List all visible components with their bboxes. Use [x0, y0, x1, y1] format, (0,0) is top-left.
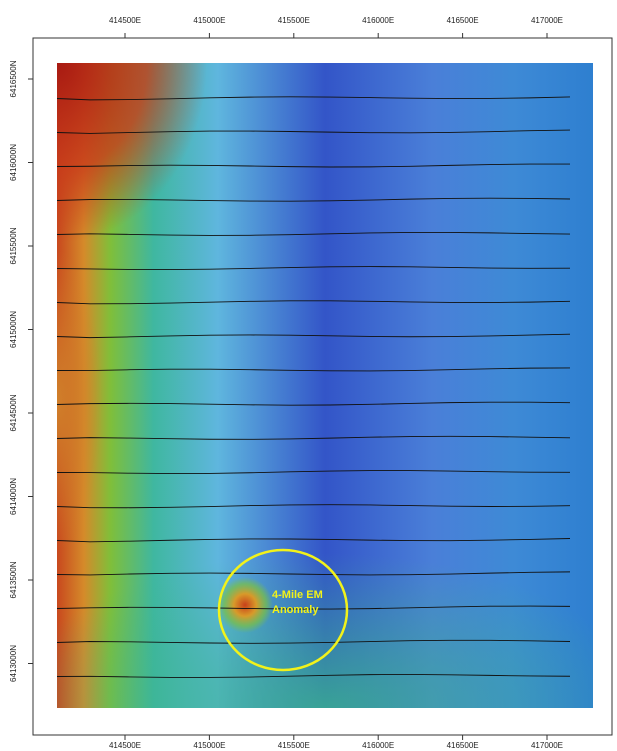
- easting-label: 416500E: [447, 741, 479, 750]
- flight-line: [56, 639, 571, 644]
- coordinate-ticks: 414500E 414500E 415000E 415000E 415500E 41550…: [9, 16, 563, 750]
- annotation: 4-Mile EM: [272, 589, 323, 601]
- flight-line: [56, 571, 571, 576]
- easting-label: 415500E: [278, 741, 310, 750]
- flight-line: [56, 435, 571, 440]
- map-frame: [32, 37, 613, 736]
- easting-label: 417000E: [531, 16, 563, 25]
- flight-line: [56, 605, 571, 610]
- flight-line: [56, 197, 571, 202]
- flight-line: [56, 538, 571, 543]
- northing-label: 6416000N: [9, 144, 18, 181]
- northing-label: 6414000N: [9, 478, 18, 515]
- easting-label: 416500E: [447, 16, 479, 25]
- flight-line: [56, 231, 571, 236]
- easting-label: 414500E: [109, 741, 141, 750]
- northing-label: 6416500N: [9, 60, 18, 97]
- flight-line: [56, 504, 571, 509]
- flight-line: [56, 401, 571, 406]
- flight-line: [56, 163, 570, 168]
- flight-line: [56, 367, 571, 372]
- northing-label: 6413500N: [9, 561, 18, 598]
- easting-label: 416000E: [362, 741, 394, 750]
- northing-label: 6414500N: [9, 394, 18, 431]
- flight-line: [56, 266, 571, 271]
- easting-label: 415000E: [193, 16, 225, 25]
- flight-line: [56, 674, 571, 678]
- easting-label: 414500E: [109, 16, 141, 25]
- northing-label: 6415500N: [9, 227, 18, 264]
- annotation: Anomaly: [272, 604, 319, 616]
- flight-line: [56, 129, 571, 134]
- em-grid: [57, 63, 593, 708]
- flight-line: [56, 300, 571, 305]
- flight-line: [56, 96, 571, 101]
- easting-label: 415000E: [193, 741, 225, 750]
- easting-label: 415500E: [278, 16, 310, 25]
- flight-line: [56, 333, 571, 339]
- flight-line: [56, 470, 571, 475]
- anomaly-circle: [217, 548, 349, 672]
- flight-lines: [56, 96, 571, 678]
- easting-label: 417000E: [531, 741, 563, 750]
- northing-label: 6413000N: [9, 645, 18, 682]
- northing-label: 6415000N: [9, 311, 18, 348]
- easting-label: 416000E: [362, 16, 394, 25]
